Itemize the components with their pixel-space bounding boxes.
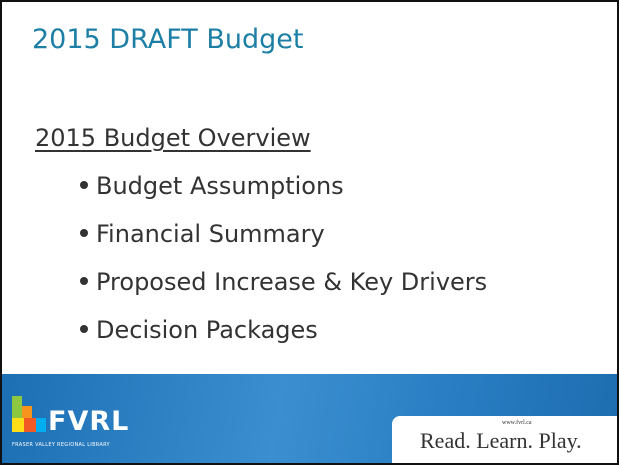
- logo-subtitle: FRASER VALLEY REGIONAL LIBRARY: [12, 442, 110, 448]
- section-heading: 2015 Budget Overview: [35, 124, 311, 152]
- bullet-item: Decision Packages: [80, 312, 487, 360]
- logo-icon: [12, 396, 46, 432]
- bullet-item: Financial Summary: [80, 216, 487, 264]
- bullet-dot: [80, 277, 88, 285]
- bullet-dot: [80, 325, 88, 333]
- bullet-item: Proposed Increase & Key Drivers: [80, 264, 487, 312]
- footer-band: FVRL FRASER VALLEY REGIONAL LIBRARY www.…: [2, 374, 617, 463]
- url: www.fvrl.ca: [502, 420, 532, 426]
- slide-title: 2015 DRAFT Budget: [32, 24, 304, 55]
- tagline-box: www.fvrl.ca Read. Learn. Play.: [392, 416, 617, 463]
- bullet-list: Budget Assumptions Financial Summary Propo…: [80, 168, 487, 360]
- bullet-dot: [80, 181, 88, 189]
- bullet-text: Decision Packages: [96, 316, 318, 344]
- bullet-text: Financial Summary: [96, 220, 325, 248]
- bullet-text: Proposed Increase & Key Drivers: [96, 268, 488, 296]
- bullet-text: Budget Assumptions: [96, 172, 344, 200]
- bullet-item: Budget Assumptions: [80, 168, 487, 216]
- logo-text: FVRL: [48, 406, 130, 437]
- bullet-dot: [80, 229, 88, 237]
- logo: FVRL FRASER VALLEY REGIONAL LIBRARY: [10, 384, 180, 454]
- tagline: Read. Learn. Play.: [420, 428, 582, 453]
